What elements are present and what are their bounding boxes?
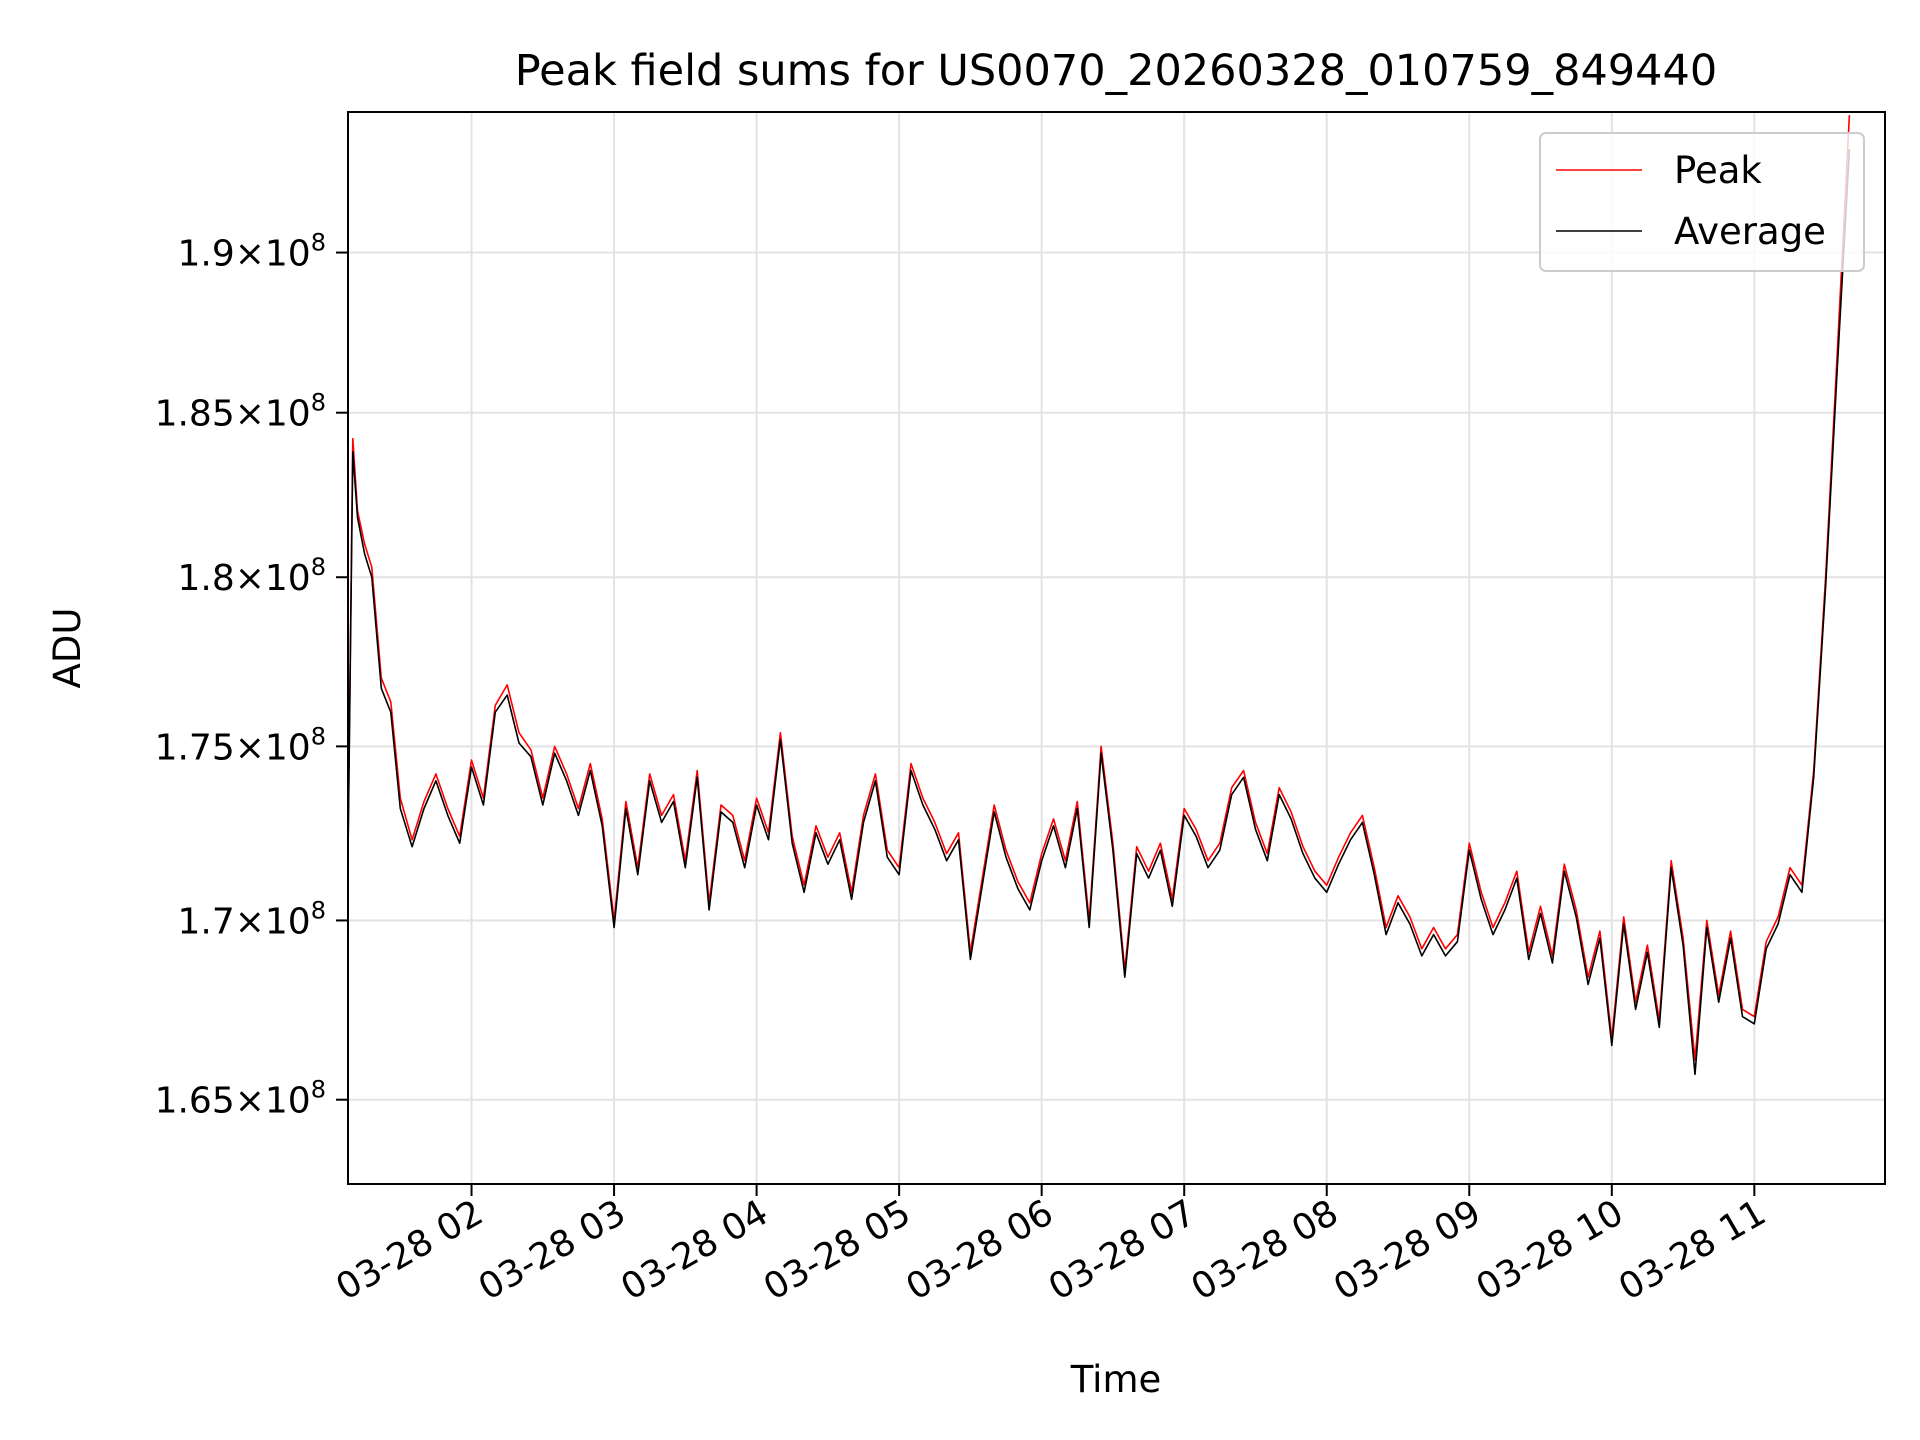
- legend-label-average: Average: [1674, 210, 1826, 253]
- series-line-average: [347, 149, 1851, 1076]
- y-tick-label: 1.65×108: [155, 1076, 326, 1122]
- legend: Peak Average: [1539, 132, 1865, 272]
- y-tick-label: 1.8×108: [177, 553, 326, 599]
- y-axis-label: ADU: [46, 608, 89, 689]
- y-axis: 1.65×108 1.7×108 1.75×108 1.8×108 1.85×108 1.…: [155, 229, 348, 1122]
- y-tick-label: 1.85×108: [155, 389, 326, 435]
- grid: [348, 112, 1885, 1184]
- x-axis-label: Time: [1070, 1358, 1162, 1401]
- y-tick-label: 1.75×108: [155, 722, 326, 768]
- plot-frame: [347, 111, 1886, 1185]
- series-layer: [347, 115, 1851, 1076]
- y-tick-label: 1.7×108: [177, 896, 326, 942]
- legend-box: [1539, 132, 1865, 272]
- legend-label-peak: Peak: [1674, 149, 1762, 192]
- chart-title: Peak field sums for US0070_20260328_0107…: [515, 46, 1718, 96]
- y-tick-label: 1.9×108: [177, 229, 326, 275]
